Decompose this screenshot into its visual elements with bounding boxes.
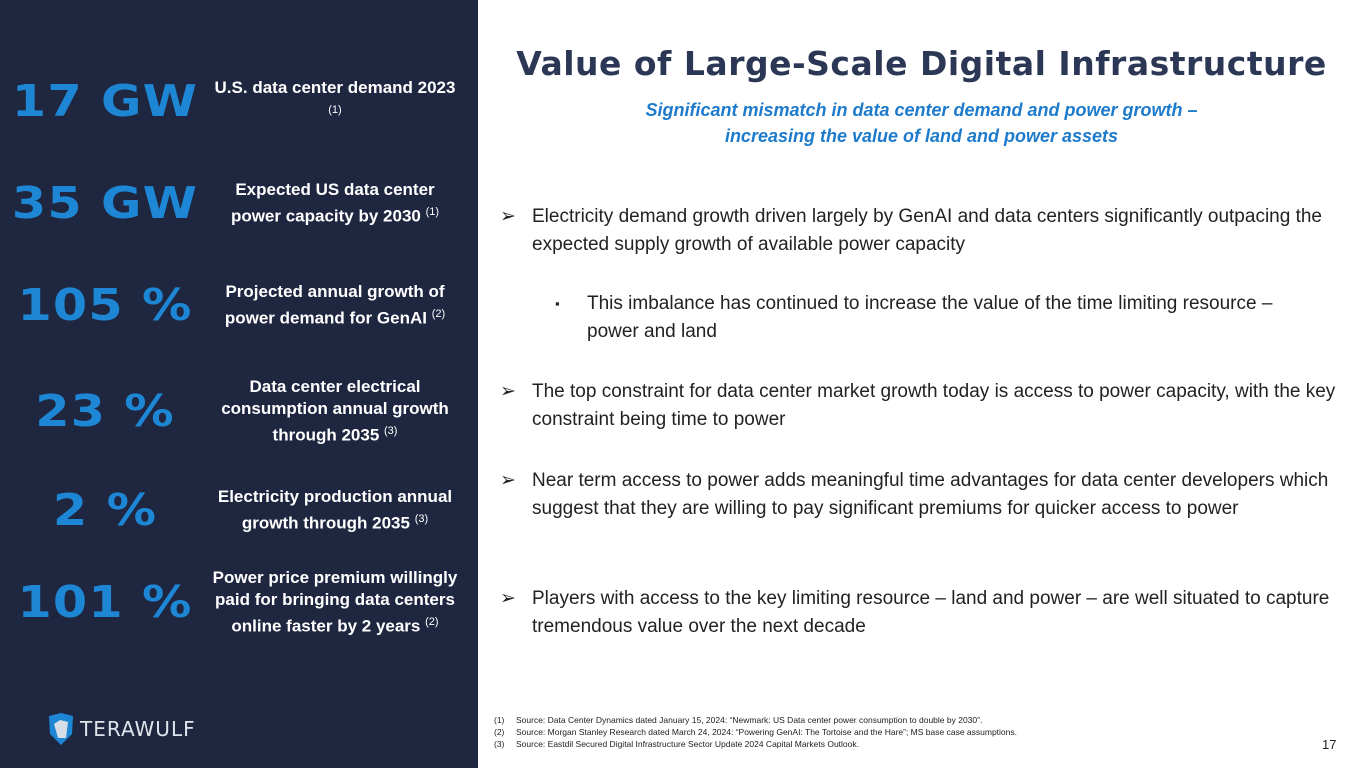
stat-label: Expected US data center power capacity b…: [230, 179, 440, 226]
bullet: ➢ Electricity demand growth driven largel…: [500, 206, 1322, 255]
stat-value: 105 %: [17, 279, 193, 331]
sub-bullet: ▪ This imbalance has continued to increas…: [555, 293, 1273, 342]
stat-value: 23 %: [35, 385, 175, 437]
stat-1: 17 GW U.S. data center demand 2023 (1): [0, 75, 478, 127]
wolf-shield-icon: [49, 713, 73, 745]
footnote: (3) Source: Eastdil Secured Digital Infra…: [494, 739, 860, 749]
stat-value: 101 %: [17, 576, 193, 628]
stat-6: 101 % Power price premium willingly paid …: [0, 557, 478, 647]
stat-label: Data center electrical consumption annua…: [221, 376, 449, 445]
stat-4: 23 % Data center electrical consumption a…: [0, 376, 478, 446]
stat-value: 17 GW: [11, 75, 199, 127]
terawulf-logo: TERAWULF: [46, 712, 196, 746]
stat-2: 35 GW Expected US data center power capac…: [0, 177, 478, 229]
footnotes: (1) Source: Data Center Dynamics dated Ja…: [494, 714, 1017, 750]
page-number: 17: [1322, 737, 1337, 752]
page-title: Value of Large-Scale Digital Infrastruct…: [516, 44, 1327, 83]
bullet: ➢ Players with access to the key limiting…: [500, 588, 1330, 637]
stat-value: 2 %: [52, 484, 158, 536]
bullet: ➢ Near term access to power adds meaningf…: [500, 470, 1329, 519]
stat-label: Electricity production annual growth thr…: [217, 486, 453, 533]
bullet: ➢ The top constraint for data center mark…: [500, 381, 1336, 430]
stat-5: 2 % Electricity production annual growth …: [0, 475, 478, 545]
footnote: (2) Source: Morgan Stanley Research dated…: [494, 727, 1017, 737]
subtitle: Significant mismatch in data center dema…: [645, 100, 1198, 146]
stat-label: Power price premium willingly paid for b…: [212, 567, 458, 636]
stat-value: 35 GW: [11, 177, 199, 229]
stats-panel: 17 GW U.S. data center demand 2023 (1) 35…: [0, 0, 478, 768]
stat-label: U.S. data center demand 2023 (1): [214, 77, 456, 116]
stat-3: 105 % Projected annual growth of power de…: [0, 279, 478, 331]
stat-label: Projected annual growth of power demand …: [224, 281, 446, 328]
footnote: (1) Source: Data Center Dynamics dated Ja…: [494, 715, 983, 725]
